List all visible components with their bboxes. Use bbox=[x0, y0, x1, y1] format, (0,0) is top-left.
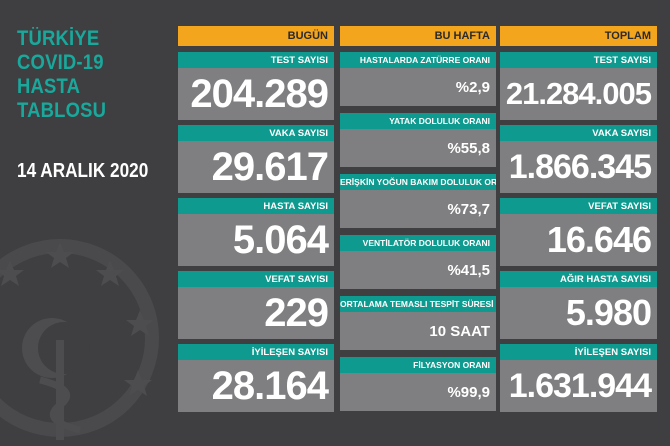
title-line: TABLOSU bbox=[17, 99, 107, 122]
today-test-card: TEST SAYISI 204.289 bbox=[178, 52, 334, 120]
dashboard-title: TÜRKİYE COVID-19 HASTA TABLOSU bbox=[17, 27, 157, 123]
card-label: VEFAT SAYISI bbox=[178, 271, 334, 287]
card-value: %41,5 bbox=[340, 251, 496, 289]
column-header-week: BU HAFTA bbox=[340, 26, 496, 46]
today-recovered-card: İYİLEŞEN SAYISI 28.164 bbox=[178, 344, 334, 412]
card-label: TEST SAYISI bbox=[500, 52, 657, 68]
card-label: ERİŞKİN YOĞUN BAKIM DOLULUK ORANI bbox=[340, 174, 496, 190]
title-line: COVID-19 bbox=[17, 51, 104, 74]
title-line: HASTA bbox=[17, 75, 81, 98]
card-value: 29.617 bbox=[178, 141, 334, 193]
total-recovered-card: İYİLEŞEN SAYISI 1.631.944 bbox=[500, 344, 657, 412]
card-label: VENTİLATÖR DOLULUK ORANI bbox=[340, 235, 496, 251]
card-label: VAKA SAYISI bbox=[178, 125, 334, 141]
total-test-card: TEST SAYISI 21.284.005 bbox=[500, 52, 657, 120]
card-value: 1.631.944 bbox=[500, 360, 657, 412]
column-header-total: TOPLAM bbox=[500, 26, 657, 46]
card-value: 204.289 bbox=[178, 68, 334, 120]
card-label: VAKA SAYISI bbox=[500, 125, 657, 141]
card-value: 10 SAAT bbox=[340, 312, 496, 350]
card-value: 5.980 bbox=[500, 287, 657, 339]
card-value: 16.646 bbox=[500, 214, 657, 266]
card-value: 21.284.005 bbox=[500, 68, 657, 120]
week-bed-card: YATAK DOLULUK ORANI %55,8 bbox=[340, 113, 496, 167]
title-line: TÜRKİYE bbox=[17, 27, 100, 50]
today-patient-card: HASTA SAYISI 5.064 bbox=[178, 198, 334, 266]
card-value: %99,9 bbox=[340, 373, 496, 411]
card-value: %55,8 bbox=[340, 129, 496, 167]
card-value: 28.164 bbox=[178, 360, 334, 412]
card-value: 1.866.345 bbox=[500, 141, 657, 193]
week-contact-time-card: ORTALAMA TEMASLI TESPİT SÜRESİ 10 SAAT bbox=[340, 296, 496, 350]
today-death-card: VEFAT SAYISI 229 bbox=[178, 271, 334, 339]
card-label: İYİLEŞEN SAYISI bbox=[178, 344, 334, 360]
card-value: 229 bbox=[178, 287, 334, 339]
total-death-card: VEFAT SAYISI 16.646 bbox=[500, 198, 657, 266]
card-label: HASTA SAYISI bbox=[178, 198, 334, 214]
total-case-card: VAKA SAYISI 1.866.345 bbox=[500, 125, 657, 193]
week-ventilator-card: VENTİLATÖR DOLULUK ORANI %41,5 bbox=[340, 235, 496, 289]
column-header-today: BUGÜN bbox=[178, 26, 334, 46]
card-label: HASTALARDA ZATÜRRE ORANI bbox=[340, 52, 496, 68]
card-label: TEST SAYISI bbox=[178, 52, 334, 68]
card-value: %73,7 bbox=[340, 190, 496, 228]
total-severe-card: AĞIR HASTA SAYISI 5.980 bbox=[500, 271, 657, 339]
week-pneumonia-card: HASTALARDA ZATÜRRE ORANI %2,9 bbox=[340, 52, 496, 106]
card-label: İYİLEŞEN SAYISI bbox=[500, 344, 657, 360]
card-label: FİLYASYON ORANI bbox=[340, 357, 496, 373]
week-icu-card: ERİŞKİN YOĞUN BAKIM DOLULUK ORANI %73,7 bbox=[340, 174, 496, 228]
card-label: ORTALAMA TEMASLI TESPİT SÜRESİ bbox=[340, 296, 496, 312]
card-value: 5.064 bbox=[178, 214, 334, 266]
card-label: YATAK DOLULUK ORANI bbox=[340, 113, 496, 129]
ministry-emblem-icon bbox=[0, 239, 159, 440]
today-case-card: VAKA SAYISI 29.617 bbox=[178, 125, 334, 193]
week-filiation-card: FİLYASYON ORANI %99,9 bbox=[340, 357, 496, 411]
report-date: 14 ARALIK 2020 bbox=[17, 160, 149, 182]
card-value: %2,9 bbox=[340, 68, 496, 106]
card-label: VEFAT SAYISI bbox=[500, 198, 657, 214]
card-label: AĞIR HASTA SAYISI bbox=[500, 271, 657, 287]
